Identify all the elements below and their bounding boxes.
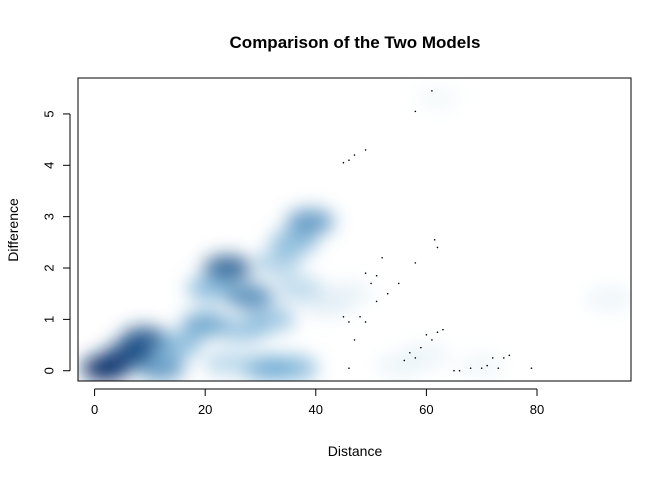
- outlier-point: [353, 154, 356, 156]
- outlier-point: [431, 339, 433, 341]
- density-region: [324, 280, 373, 307]
- outlier-point: [497, 367, 500, 369]
- density-region: [457, 352, 506, 379]
- density-region: [181, 311, 230, 338]
- density-region: [203, 350, 252, 377]
- outlier-point: [348, 321, 350, 323]
- outlier-point: [436, 331, 439, 334]
- outlier-point: [414, 357, 417, 359]
- density-region: [269, 229, 318, 256]
- outlier-point: [342, 161, 345, 164]
- density-region: [186, 275, 235, 302]
- y-axis-label: Difference: [5, 198, 21, 262]
- outlier-point: [530, 367, 533, 369]
- y-tick-label: 1: [41, 316, 56, 323]
- outlier-points: [342, 90, 533, 372]
- density-region: [584, 285, 631, 312]
- outlier-point: [480, 367, 483, 369]
- outlier-point: [348, 367, 350, 369]
- density-region: [247, 306, 296, 333]
- outlier-point: [491, 357, 494, 359]
- y-axis: 0 1 2 3 4 5: [41, 110, 71, 374]
- x-tick-label: 0: [91, 402, 98, 417]
- outlier-point: [409, 351, 411, 354]
- density-region: [286, 208, 335, 235]
- plot-frame: [77, 77, 632, 382]
- density-region: [153, 332, 202, 359]
- y-tick-label: 4: [41, 162, 56, 169]
- density-blobs: [81, 85, 631, 381]
- outlier-point: [353, 339, 356, 341]
- outlier-point: [342, 316, 345, 318]
- outlier-point: [431, 90, 433, 92]
- outlier-point: [403, 359, 406, 362]
- outlier-point: [486, 364, 489, 367]
- density-region: [136, 355, 185, 381]
- density-region: [203, 255, 252, 282]
- outlier-point: [433, 238, 436, 241]
- outlier-point: [414, 262, 417, 264]
- outlier-point: [469, 367, 472, 369]
- outlier-point: [375, 274, 378, 277]
- y-tick-label: 3: [41, 213, 56, 220]
- outlier-point: [364, 272, 367, 274]
- outlier-point: [458, 369, 461, 372]
- outlier-point: [442, 328, 444, 331]
- x-axis: 0 20 40 60 80: [91, 388, 544, 417]
- x-tick-label: 40: [309, 402, 323, 417]
- density-layer: [81, 85, 631, 381]
- outlier-point: [370, 282, 372, 285]
- outlier-point: [364, 321, 367, 323]
- outlier-point: [375, 300, 378, 303]
- y-tick-label: 2: [41, 264, 56, 271]
- x-tick-label: 60: [419, 402, 433, 417]
- density-region: [402, 342, 451, 369]
- chart-title: Comparison of the Two Models: [230, 33, 481, 52]
- outlier-point: [436, 246, 439, 249]
- x-tick-label: 20: [198, 402, 212, 417]
- outlier-point: [425, 333, 428, 336]
- outlier-point: [359, 316, 361, 318]
- outlier-point: [397, 282, 400, 285]
- outlier-point: [364, 149, 367, 151]
- density-region: [253, 249, 302, 276]
- y-tick-label: 0: [41, 367, 56, 374]
- outlier-point: [381, 256, 383, 259]
- outlier-point: [348, 159, 350, 161]
- outlier-point: [508, 354, 511, 357]
- outlier-point: [420, 346, 422, 349]
- outlier-point: [386, 292, 389, 295]
- outlier-point: [453, 369, 455, 372]
- density-region: [269, 355, 318, 381]
- y-tick-label: 5: [41, 110, 56, 117]
- x-axis-label: Distance: [328, 443, 383, 459]
- outlier-point: [503, 357, 505, 359]
- density-region: [413, 85, 462, 112]
- x-tick-label: 80: [530, 402, 544, 417]
- outlier-point: [414, 110, 417, 113]
- density-region: [225, 283, 274, 310]
